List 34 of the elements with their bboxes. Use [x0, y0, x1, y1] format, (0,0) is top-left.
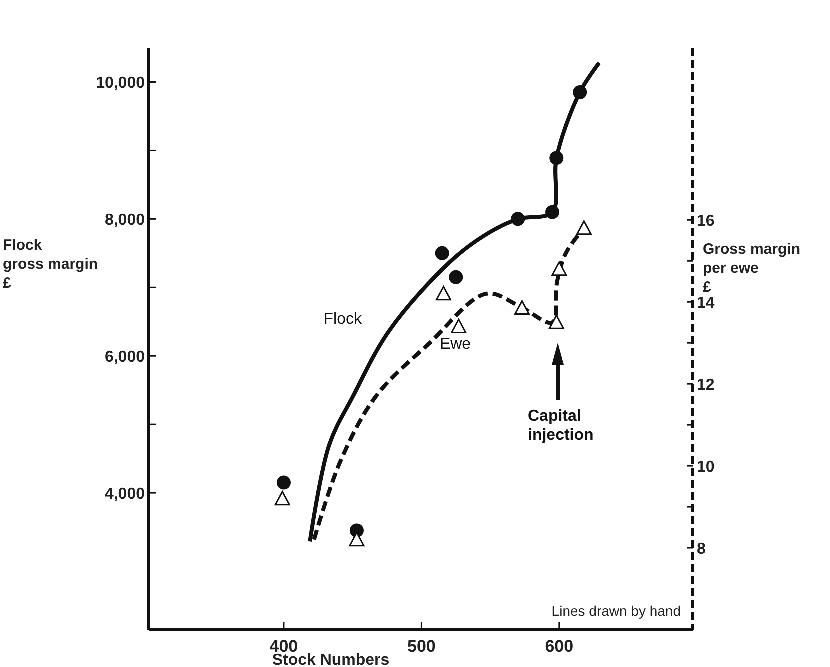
y2-tick-label: 8: [697, 541, 706, 558]
annotation: Capital injection: [528, 408, 594, 444]
x-axis-title: Stock Numbers: [272, 652, 390, 667]
point: [546, 205, 560, 220]
point: [451, 318, 467, 334]
point: [552, 262, 568, 276]
line-series: [308, 61, 602, 544]
point: [511, 212, 526, 226]
y-tick-label: 4,000: [104, 486, 146, 504]
point: [548, 314, 564, 330]
y2-tick-label: 12: [697, 377, 715, 394]
series-label: Ewe: [440, 336, 472, 354]
x-tick-label: 600: [545, 637, 574, 656]
y-tick-label: 6,000: [104, 349, 146, 366]
point: [576, 220, 592, 236]
annotation: Lines drawn by hand: [552, 603, 681, 619]
point: [276, 476, 291, 490]
y2-tick-label: 16: [697, 213, 715, 230]
y2-tick-label: 14: [697, 295, 715, 312]
point: [274, 491, 290, 506]
point: [449, 270, 464, 284]
point: [573, 86, 588, 100]
y2-axis-title: Gross margin per ewe £: [703, 241, 801, 296]
point: [550, 151, 564, 166]
point: [514, 300, 530, 316]
point: [349, 532, 365, 547]
y-axis-title: Flock gross margin £: [3, 237, 98, 292]
point: [435, 246, 450, 260]
series-label: Flock: [324, 311, 364, 328]
x-tick-label: 500: [408, 637, 436, 656]
y-tick-label: 8,000: [104, 212, 146, 230]
y2-tick-label: 10: [697, 459, 715, 476]
point: [436, 286, 452, 301]
y-tick-label: 10,000: [96, 75, 146, 92]
